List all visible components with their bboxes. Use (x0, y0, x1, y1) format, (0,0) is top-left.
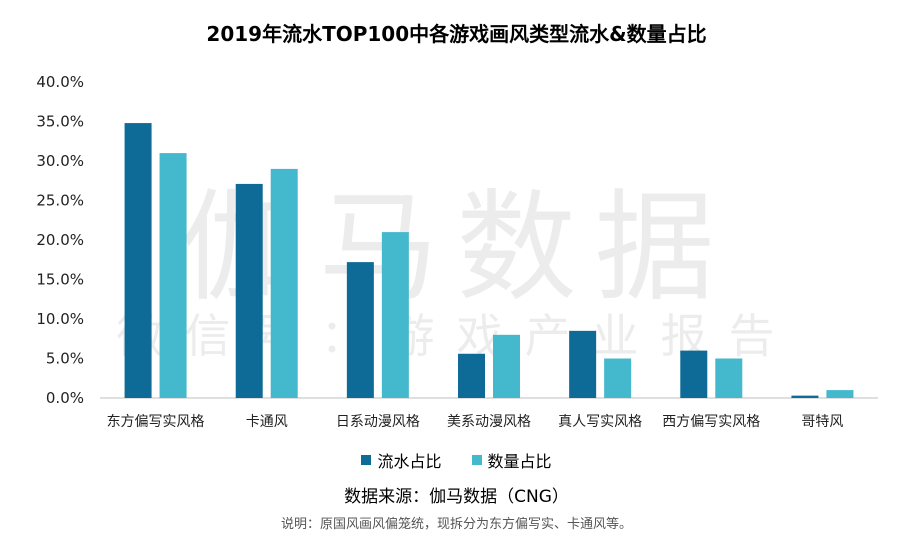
y-tick-label: 35.0% (36, 113, 84, 131)
bar-series-2 (604, 358, 632, 398)
bar-series-1 (680, 350, 708, 398)
bar-series-1 (235, 183, 263, 398)
bar-series-1 (791, 395, 819, 398)
legend-swatch-series-2 (471, 455, 482, 465)
bar-series-2 (159, 153, 187, 398)
bar-series-1 (458, 353, 485, 398)
y-tick-label: 15.0% (36, 271, 84, 289)
bar-series-1 (346, 262, 374, 398)
x-category-label: 日系动漫风格 (336, 414, 420, 430)
legend: 流水占比 数量占比 (0, 448, 913, 472)
bar-series-2 (381, 232, 409, 398)
x-category-label: 卡通风 (246, 414, 288, 430)
x-category-label: 哥特风 (801, 414, 843, 430)
y-tick-label: 20.0% (36, 231, 84, 249)
y-tick-label: 5.0% (46, 350, 84, 368)
data-source: 数据来源：伽马数据（CNG） (344, 487, 569, 507)
x-category-label: 东方偏写实风格 (107, 414, 205, 430)
legend-label-series-1: 流水占比 (377, 452, 442, 471)
x-category-label: 真人写实风格 (558, 414, 642, 430)
legend-swatch-series-1 (361, 455, 372, 465)
y-tick-label: 10.0% (36, 310, 84, 328)
bar-series-2 (826, 390, 854, 398)
bar-series-1 (569, 330, 597, 398)
legend-item-series-1: 流水占比 (361, 448, 442, 472)
bar-series-2 (493, 334, 520, 398)
bar-series-1 (124, 123, 152, 398)
chart-note: 说明：原国风画风偏笼统，现拆分为东方偏写实、卡通风等。 (280, 517, 632, 532)
y-tick-label: 0.0% (46, 389, 84, 407)
bar-series-2 (715, 358, 743, 398)
y-tick-label: 25.0% (36, 192, 84, 210)
x-category-label: 美系动漫风格 (447, 414, 531, 430)
y-tick-label: 40.0% (36, 73, 84, 91)
x-category-label: 西方偏写实风格 (662, 414, 760, 430)
y-tick-label: 30.0% (36, 152, 84, 170)
legend-item-series-2: 数量占比 (471, 448, 552, 472)
bar-series-2 (270, 168, 298, 398)
legend-label-series-2: 数量占比 (487, 452, 552, 471)
chart-title: 2019年流水TOP100中各游戏画风类型流水&数量占比 (206, 22, 707, 46)
